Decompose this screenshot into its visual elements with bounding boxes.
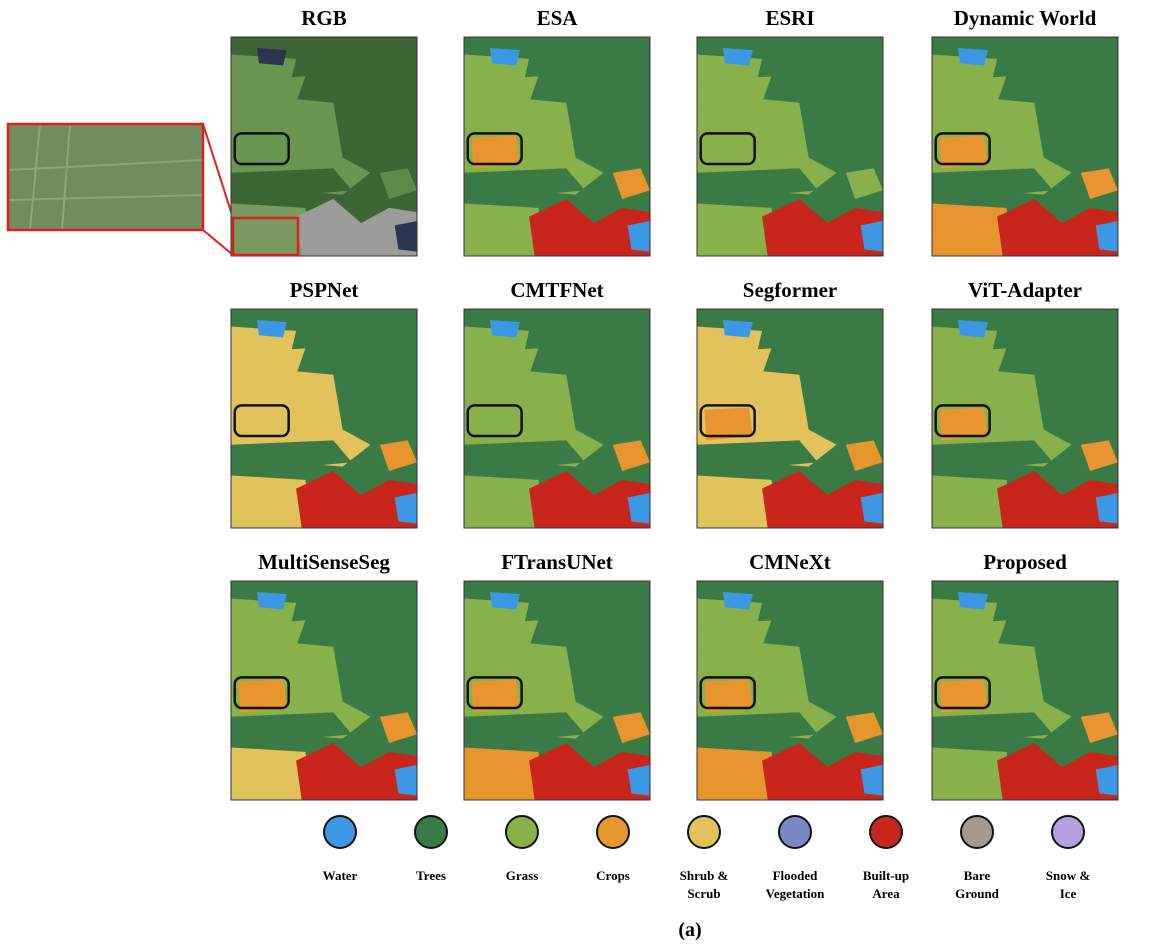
map-region: [257, 320, 287, 338]
segmentation-map: [231, 581, 417, 800]
map-region: [490, 320, 520, 338]
map-region: [958, 320, 988, 338]
map-region: [231, 712, 352, 738]
map-region: [464, 712, 585, 738]
legend-swatch: [870, 816, 902, 848]
map-region: [958, 592, 988, 610]
map-region: [464, 168, 585, 194]
map-region: [257, 48, 287, 66]
legend-label: Scrub: [687, 886, 720, 901]
legend-label: Ground: [955, 886, 1000, 901]
panel-title: FTransUNet: [501, 550, 613, 574]
map-region: [932, 168, 1053, 194]
figure: (a) RGB ESA ESRI Dynamic World PSPNet CMTFNet…: [0, 0, 1154, 950]
legend-swatch: [415, 816, 447, 848]
zoom-line: [203, 124, 233, 218]
map-region: [464, 440, 585, 466]
map-region: [697, 620, 771, 651]
legend-label: Shrub &: [680, 868, 729, 883]
map-region: [932, 620, 1006, 651]
legend-label: Area: [872, 886, 900, 901]
legend-label: Water: [323, 868, 358, 883]
zoom-inset: [8, 124, 203, 230]
map-region: [1096, 221, 1118, 252]
legend-label: Built-up: [863, 868, 909, 883]
map-region: [231, 620, 305, 651]
map-region: [697, 348, 771, 379]
map-region: [464, 348, 538, 379]
segmentation-map: [231, 37, 417, 256]
panel-title: ESRI: [765, 6, 814, 30]
map-region: [490, 48, 520, 66]
map-region: [697, 440, 818, 466]
map-region: [697, 76, 771, 107]
segmentation-map: [697, 37, 883, 256]
map-region: [231, 348, 305, 379]
map-region: [1096, 765, 1118, 796]
segmentation-map: [932, 37, 1118, 256]
map-region: [723, 48, 753, 66]
map-region: [231, 76, 305, 107]
legend-label: Flooded: [773, 868, 819, 883]
segmentation-map: [231, 309, 417, 528]
segmentation-map: [932, 309, 1118, 528]
segmentation-map: [697, 309, 883, 528]
panel-title: MultiSenseSeg: [258, 550, 390, 574]
map-region: [697, 712, 818, 738]
legend-label: Crops: [596, 868, 630, 883]
segmentation-map: [464, 37, 650, 256]
map-region: [1096, 493, 1118, 524]
legend-swatch: [779, 816, 811, 848]
map-region: [490, 592, 520, 610]
panel-title: Proposed: [983, 550, 1067, 574]
legend-swatch: [324, 816, 356, 848]
map-region: [723, 592, 753, 610]
map-region: [932, 712, 1053, 738]
legend-swatch: [961, 816, 993, 848]
map-region: [932, 348, 1006, 379]
caption: (a): [678, 919, 701, 941]
panel-title: Segformer: [743, 278, 837, 302]
legend-swatch: [506, 816, 538, 848]
legend-swatch: [1052, 816, 1084, 848]
legend-swatch: [597, 816, 629, 848]
legend-label: Grass: [506, 868, 539, 883]
legend-label: Ice: [1060, 886, 1077, 901]
panel-title: CMNeXt: [749, 550, 831, 574]
segmentation-map: [932, 581, 1118, 800]
legend-label: Vegetation: [766, 886, 826, 901]
panel-title: RGB: [301, 6, 347, 30]
legend-label: Trees: [416, 868, 446, 883]
map-region: [697, 168, 818, 194]
panel-title: CMTFNet: [510, 278, 603, 302]
zoom-line: [203, 230, 233, 255]
map-region: [464, 620, 538, 651]
map-region: [464, 76, 538, 107]
segmentation-map: [464, 581, 650, 800]
segmentation-map: [464, 309, 650, 528]
legend-swatch: [688, 816, 720, 848]
map-region: [932, 76, 1006, 107]
legend-label: Bare: [964, 868, 991, 883]
legend-label: Snow &: [1046, 868, 1091, 883]
map-region: [231, 440, 352, 466]
segmentation-map: [697, 581, 883, 800]
map-region: [932, 440, 1053, 466]
panel-title: ViT-Adapter: [968, 278, 1082, 302]
panel-title: PSPNet: [290, 278, 359, 302]
map-region: [958, 48, 988, 66]
map-region: [257, 592, 287, 610]
map-region: [231, 168, 352, 194]
panel-title: ESA: [537, 6, 579, 30]
panel-title: Dynamic World: [954, 6, 1097, 30]
map-region: [723, 320, 753, 338]
figure-canvas: (a) RGB ESA ESRI Dynamic World PSPNet CMTFNet…: [0, 0, 1154, 950]
